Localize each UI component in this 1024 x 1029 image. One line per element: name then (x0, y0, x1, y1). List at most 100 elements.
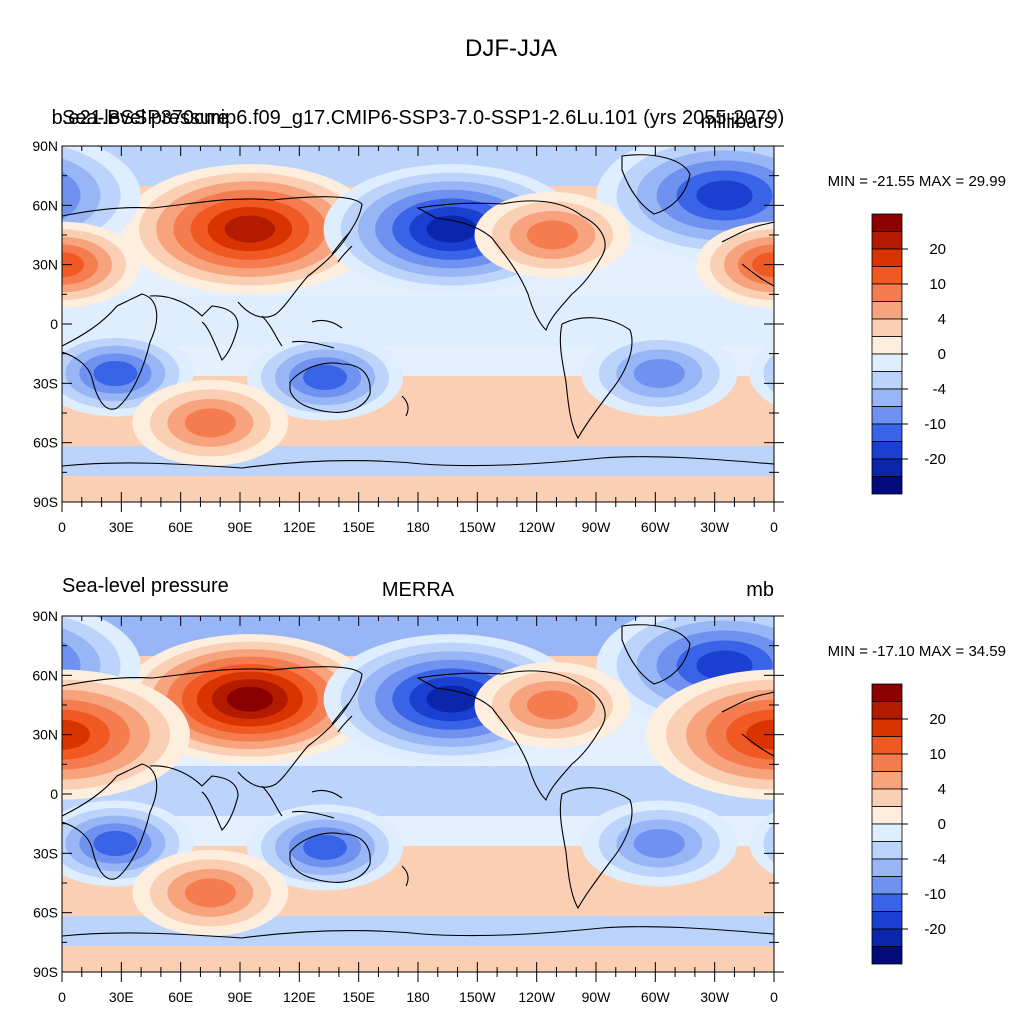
contour-region-south-america-low (0, 340, 8, 407)
lon-label: 90W (582, 989, 612, 1005)
colorbar-label: 10 (929, 746, 946, 763)
panel-bottom-left-title: Sea-level pressure (62, 575, 229, 597)
contour-region-siberian-high (937, 215, 987, 242)
colorbar-box (871, 476, 903, 495)
figure-title: DJF-JJA (465, 35, 557, 62)
contour-region-south-america-low (633, 358, 685, 388)
lat-label: 60S (33, 905, 58, 921)
contour-region-south-america-low (0, 330, 25, 416)
colorbar-box (871, 876, 903, 895)
panel-top-center-title: b.e21.BSSP370cmip6.f09_g17.CMIP6-SSP3-7.… (52, 107, 785, 129)
contour-region-siberian-high (902, 198, 1021, 259)
contour-region-north-america-high (526, 690, 578, 720)
contour-region-sahara-high (752, 252, 774, 278)
colorbar-label: -20 (924, 921, 946, 938)
colorbar-box (871, 911, 903, 930)
colorbar-box (871, 406, 903, 425)
lon-label: 0 (58, 519, 66, 535)
colorbar-box (871, 213, 903, 232)
lon-label: 60E (168, 989, 193, 1005)
contour-region-south-africa-low (93, 830, 138, 857)
colorbar-label: -4 (933, 851, 946, 868)
contour-region-australia-low (959, 804, 1024, 890)
lon-label: 180 (406, 989, 430, 1005)
lon-label: 60W (641, 989, 671, 1005)
contour-region-siberian-high (939, 687, 985, 712)
lon-label: 120E (283, 519, 316, 535)
lon-label: 0 (770, 519, 778, 535)
contour-region-south-america-low (0, 800, 25, 886)
colorbar-box (871, 753, 903, 772)
contour-region-australia-low (1015, 835, 1024, 860)
contour-region-aleutian-low (426, 685, 477, 713)
colorbar-box (871, 248, 903, 267)
contour-region-aleutian-low (426, 215, 477, 243)
colorbar-box (871, 353, 903, 372)
colorbar-label: -10 (924, 416, 946, 433)
panel-top-left-title: Sea-level pressure (62, 107, 229, 129)
lon-label: 90E (228, 519, 253, 535)
panel-bottom-center-title: MERRA (382, 579, 455, 601)
lon-label: 0 (770, 989, 778, 1005)
lon-label: 60E (168, 519, 193, 535)
lat-label: 30N (32, 257, 58, 273)
colorbar-box (871, 788, 903, 807)
lat-label: 90S (33, 964, 58, 980)
panel-bottom-colorbar: 20 10 4 0 -4 -10 -20 (871, 683, 946, 965)
panel-bottom-stats: MIN = -17.10 MAX = 34.59 (828, 643, 1006, 660)
contour-region-south-africa-low (777, 816, 877, 872)
contour-region-south-africa-low (805, 831, 849, 856)
lat-label: 90N (32, 138, 58, 154)
lat-label: 30S (33, 845, 58, 861)
colorbar-box (871, 701, 903, 720)
lat-label: 30S (33, 375, 58, 391)
colorbar-box (871, 771, 903, 790)
colorbar-box (871, 893, 903, 912)
lon-label: 180 (406, 519, 430, 535)
lat-label: 30N (32, 727, 58, 743)
colorbar-label: 4 (938, 781, 946, 798)
lon-label: 120E (283, 989, 316, 1005)
colorbar-box (871, 301, 903, 320)
contour-region-siberian-high (894, 664, 1024, 734)
contour-region-australia-low (1001, 827, 1024, 867)
colorbar-box (871, 371, 903, 390)
colorbar-label: -10 (924, 886, 946, 903)
colorbar-box (871, 946, 903, 965)
colorbar-box (871, 823, 903, 842)
colorbar-label: -20 (924, 451, 946, 468)
panel-top-stats: MIN = -21.55 MAX = 29.99 (828, 173, 1006, 190)
lon-label: 150E (342, 519, 375, 535)
contour-region-south-africa-low (791, 823, 863, 863)
panel-top-right-title: millibars (701, 111, 774, 133)
contour-region-siberian-high (224, 215, 276, 243)
contour-region-south-indian-high (844, 380, 1000, 466)
contour-region-south-africa-low (791, 353, 863, 393)
contour-region-australia-low (303, 834, 348, 860)
colorbar-box (871, 718, 903, 737)
colorbar-box (871, 841, 903, 860)
contour-region-south-indian-high (184, 878, 236, 908)
contour-region-australia-low (973, 342, 1024, 413)
contour-region-south-indian-high (184, 408, 236, 438)
lon-label: 120W (518, 519, 555, 535)
panel-bottom: Sea-level pressure MERRA mb 90N 60N 30N 0 30… (0, 575, 1024, 1005)
panel-top-colorbar: 20 10 4 0 -4 -10 -20 (871, 213, 946, 495)
contour-region-australia-low (973, 812, 1024, 883)
contour-region-south-indian-high (844, 850, 1000, 936)
lon-label: 150E (342, 989, 375, 1005)
colorbar-box (871, 458, 903, 477)
colorbar-box (871, 683, 903, 702)
contour-region-siberian-high (909, 672, 1015, 727)
colorbar-label: 20 (929, 711, 946, 728)
lat-label: 90N (32, 608, 58, 624)
lon-label: 30W (700, 519, 730, 535)
contour-region-icelandic-low (62, 171, 81, 220)
lon-label: 150W (459, 989, 496, 1005)
colorbar-label: 0 (938, 346, 946, 363)
colorbar-label: 4 (938, 311, 946, 328)
contour-region-australia-low (959, 334, 1024, 420)
lat-label: 60N (32, 197, 58, 213)
